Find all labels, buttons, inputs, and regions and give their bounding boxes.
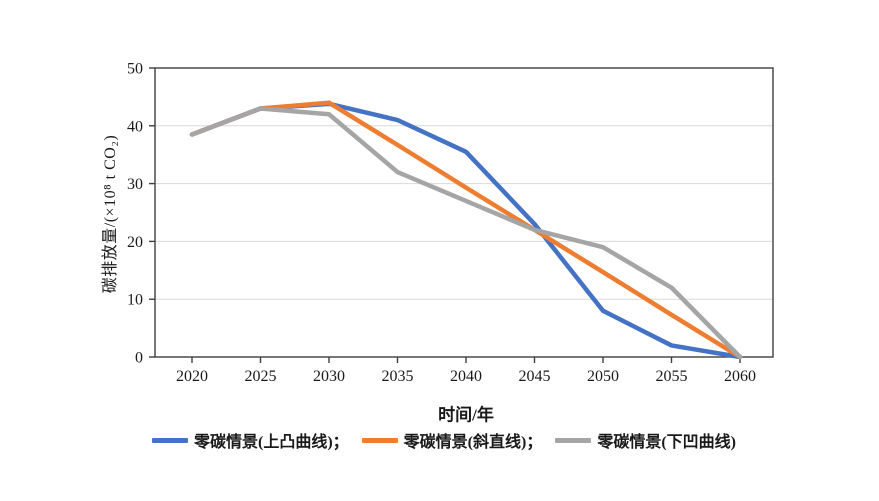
legend-item-convex: 零碳情景(上凸曲线)；	[152, 428, 349, 452]
series-line-0	[189, 101, 743, 360]
series-line-2	[189, 106, 743, 360]
y-axis-title: 碳排放量/(×10⁸ t CO₂)	[102, 134, 119, 294]
legend-item-concave: 零碳情景(下凹曲线)	[555, 428, 736, 452]
legend-label-straight-line: 零碳情景(斜直线)；	[403, 434, 543, 451]
legend-swatch-concave-line	[555, 437, 592, 443]
y-tick-label-40: 40	[127, 118, 143, 135]
legend: 零碳情景(上凸曲线)； 零碳情景(斜直线)； 零碳情景(下凹曲线)	[152, 428, 736, 452]
x-tick-label-2025: 2025	[245, 368, 277, 385]
x-axis-title: 时间/年	[438, 405, 494, 425]
y-tick-label-0: 0	[135, 350, 143, 367]
legend-label-convex-line: 零碳情景(上凸曲线)；	[194, 434, 349, 451]
x-tick-label-2045: 2045	[519, 368, 551, 385]
x-tick-label-2050: 2050	[587, 368, 619, 385]
x-tick-label-2040: 2040	[450, 368, 482, 385]
x-tick-label-2060: 2060	[724, 368, 756, 385]
y-tick-label-10: 10	[127, 292, 143, 309]
legend-label-concave-line: 零碳情景(下凹曲线)	[597, 434, 737, 451]
x-tick-label-2055: 2055	[656, 368, 688, 385]
x-tick-label-2030: 2030	[313, 368, 345, 385]
y-tick-label-20: 20	[127, 234, 143, 251]
plot-border	[154, 67, 774, 358]
x-tick-label-2020: 2020	[176, 368, 208, 385]
legend-swatch-straight-line	[361, 437, 398, 443]
legend-swatch-convex-line	[152, 437, 188, 443]
y-tick-label-30: 30	[127, 176, 143, 193]
y-tick-label-50: 50	[127, 61, 143, 78]
legend-item-straight: 零碳情景(斜直线)；	[361, 428, 543, 452]
x-tick-label-2035: 2035	[382, 368, 414, 385]
series-line-1	[189, 100, 743, 360]
